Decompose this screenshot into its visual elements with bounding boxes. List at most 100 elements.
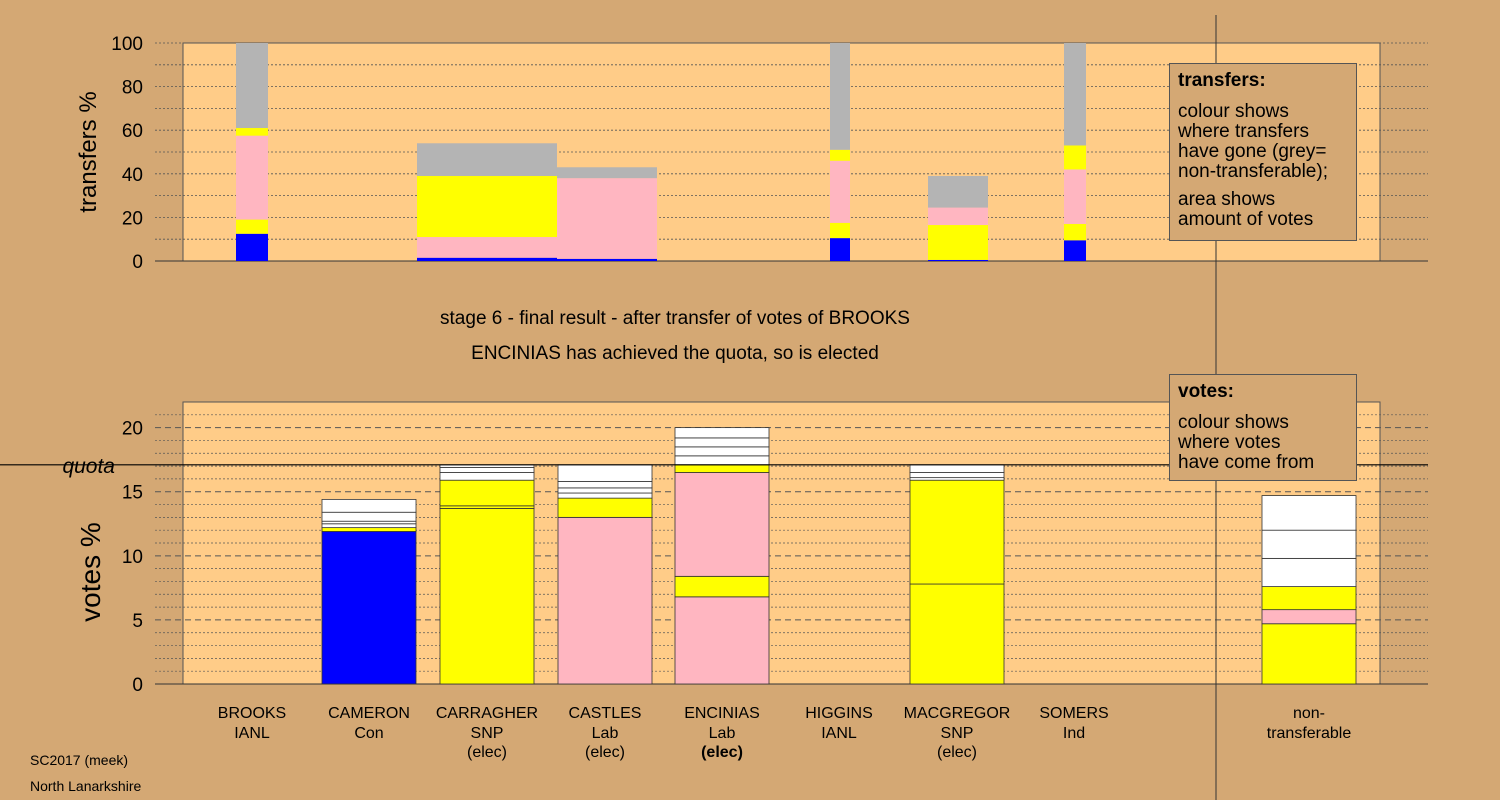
candidate-party: IANL	[234, 725, 270, 742]
vote-segment	[674, 446, 770, 457]
vote-segment	[674, 472, 770, 577]
transfers-tick-label: 60	[122, 121, 143, 142]
vote-segment	[1261, 609, 1357, 625]
candidate-name: CARRAGHER	[436, 705, 538, 722]
votes-legend-line: have come from	[1178, 452, 1315, 473]
transfers-legend-line: non-transferable);	[1178, 161, 1328, 182]
vote-segment	[909, 472, 1005, 479]
transfers-tick-label: 40	[122, 165, 143, 186]
stage-title: stage 6 - final result - after transfer …	[440, 308, 910, 329]
transfer-segment	[417, 175, 557, 238]
vote-segment	[674, 437, 770, 448]
vote-segment	[557, 464, 653, 482]
candidate-party: Ind	[1063, 725, 1085, 742]
candidate-name: MACGREGOR	[904, 705, 1011, 722]
vote-segment	[1261, 495, 1357, 531]
votes-tick-label: 0	[132, 675, 143, 696]
candidate-name: CAMERON	[328, 705, 410, 722]
transfers-legend-line: where transfers	[1178, 121, 1309, 142]
transfers-legend-line: amount of votes	[1178, 209, 1314, 230]
transfer-segment	[1064, 169, 1086, 224]
transfer-segment	[830, 238, 850, 261]
vote-segment	[557, 487, 653, 494]
candidate-name: BROOKS	[218, 705, 286, 722]
transfers-tick-label: 80	[122, 78, 143, 99]
transfer-segment	[928, 225, 988, 260]
transfer-segment	[1064, 223, 1086, 241]
vote-segment	[321, 527, 417, 532]
stage-subtitle: ENCINIAS has achieved the quota, so is e…	[471, 343, 879, 364]
votes-axis-label: votes %	[75, 522, 106, 622]
candidate-name: CASTLES	[569, 705, 642, 722]
vote-segment	[321, 531, 417, 685]
candidate-status: (elec)	[701, 744, 743, 761]
vote-segment	[909, 479, 1005, 585]
transfers-legend-heading: transfers:	[1178, 70, 1266, 91]
nontransferable-label: transferable	[1267, 725, 1352, 742]
transfer-segment	[236, 135, 268, 220]
transfer-segment	[1064, 43, 1086, 146]
candidate-party: Lab	[592, 725, 619, 742]
transfers-legend-line: have gone (grey=	[1178, 141, 1327, 162]
candidate-party: Lab	[709, 725, 736, 742]
vote-segment	[909, 583, 1005, 685]
vote-segment	[909, 464, 1005, 473]
transfer-segment	[830, 149, 850, 161]
vote-segment	[439, 466, 535, 473]
transfer-segment	[236, 219, 268, 234]
transfer-segment	[417, 143, 557, 176]
candidate-name: SOMERS	[1039, 705, 1108, 722]
vote-segment	[1261, 557, 1357, 587]
candidate-status: (elec)	[937, 744, 977, 761]
transfer-segment	[830, 160, 850, 223]
transfer-segment	[928, 259, 988, 261]
transfers-legend-line: area shows	[1178, 189, 1276, 210]
vote-segment	[439, 507, 535, 685]
vote-segment	[674, 464, 770, 473]
transfer-segment	[557, 178, 657, 259]
vote-segment	[321, 523, 417, 529]
vote-segment	[557, 516, 653, 685]
transfers-legend-line: colour shows	[1178, 101, 1289, 122]
footer-method: SC2017 (meek)	[30, 752, 129, 768]
nontransferable-label: non-	[1293, 705, 1325, 722]
transfer-segment	[830, 43, 850, 150]
footer-council: North Lanarkshire	[30, 778, 142, 794]
vote-segment	[674, 455, 770, 466]
transfers-axis-label: transfers %	[75, 91, 102, 212]
transfer-segment	[928, 175, 988, 208]
vote-segment	[674, 596, 770, 685]
vote-segment	[1261, 623, 1357, 685]
votes-tick-label: 10	[122, 547, 143, 568]
quota-label: quota	[62, 455, 115, 478]
votes-tick-label: 15	[122, 483, 143, 504]
vote-segment	[439, 472, 535, 481]
transfer-segment	[557, 167, 657, 179]
candidate-party: SNP	[941, 725, 974, 742]
votes-tick-label: 20	[122, 419, 143, 440]
candidate-party: SNP	[471, 725, 504, 742]
vote-segment	[557, 492, 653, 499]
votes-legend-heading: votes:	[1178, 381, 1234, 402]
transfers-tick-label: 100	[111, 34, 143, 55]
vote-segment	[321, 499, 417, 513]
candidate-status: (elec)	[467, 744, 507, 761]
transfers-tick-label: 0	[132, 252, 143, 273]
vote-segment	[1261, 529, 1357, 559]
vote-segment	[674, 575, 770, 598]
transfer-segment	[236, 233, 268, 261]
candidate-name: ENCINIAS	[684, 705, 760, 722]
vote-segment	[1261, 586, 1357, 611]
transfer-segment	[417, 237, 557, 258]
candidate-party: Con	[354, 725, 383, 742]
candidate-name: HIGGINS	[805, 705, 873, 722]
votes-tick-label: 5	[132, 611, 143, 632]
vote-segment	[557, 497, 653, 518]
votes-legend: votes: colour shows where votes have com…	[1169, 374, 1357, 481]
vote-segment	[439, 479, 535, 507]
transfers-legend: transfers: colour shows where transfers …	[1169, 63, 1357, 241]
transfer-segment	[830, 222, 850, 239]
votes-legend-line: colour shows	[1178, 412, 1289, 433]
vote-segment	[674, 427, 770, 439]
